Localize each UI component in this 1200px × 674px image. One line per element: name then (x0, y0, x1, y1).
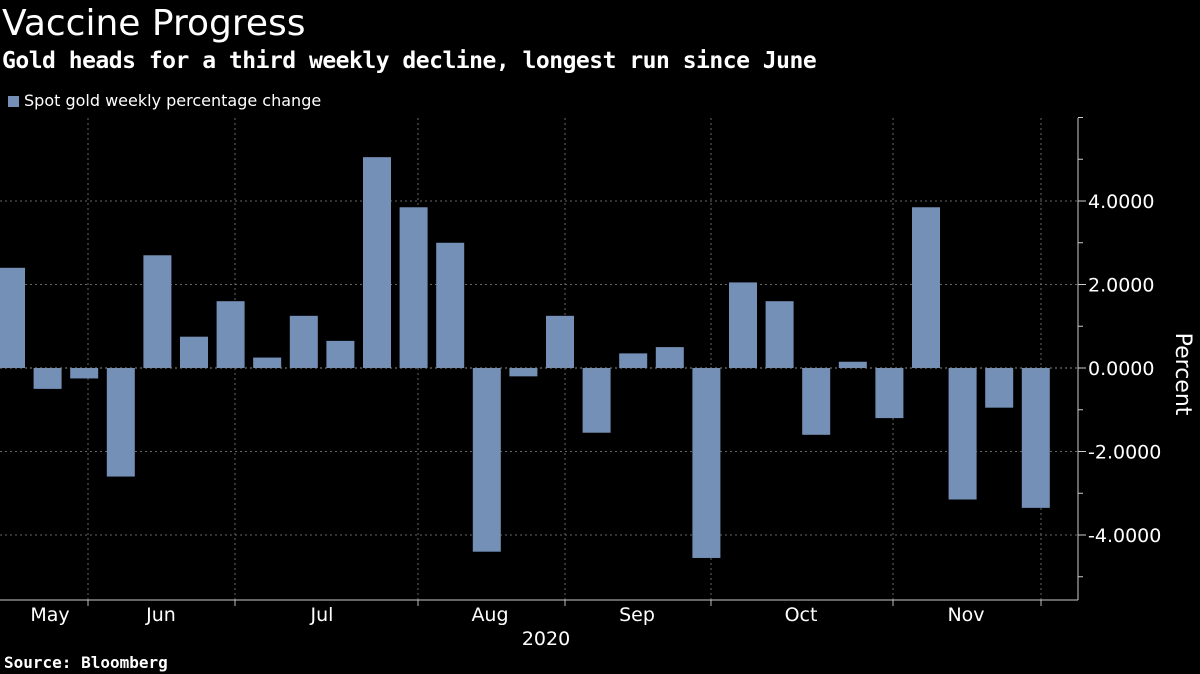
bar (253, 357, 282, 368)
bar (838, 361, 867, 368)
bar (912, 207, 940, 368)
bar (143, 255, 172, 368)
x-year-label: 2020 (522, 628, 570, 650)
y-tick-label: -2.0000 (1088, 442, 1161, 464)
bar (582, 368, 611, 433)
bar (875, 368, 904, 419)
x-tick-label: Oct (785, 604, 818, 626)
bar (619, 353, 648, 368)
bar (33, 368, 62, 389)
y-tick-label: 2.0000 (1088, 275, 1154, 297)
bar (472, 368, 501, 552)
bar (692, 368, 721, 558)
x-tick-label: Jul (310, 604, 334, 626)
bar (985, 368, 1014, 408)
bar (363, 157, 391, 368)
bar (948, 368, 977, 500)
source-note: Source: Bloomberg (4, 653, 168, 672)
x-tick-label: Aug (471, 604, 508, 626)
bar (0, 267, 25, 368)
bar (216, 301, 245, 368)
x-tick-label: Nov (947, 604, 984, 626)
chart-subtitle: Gold heads for a third weekly decline, l… (2, 48, 817, 74)
x-tick-label: May (30, 604, 69, 626)
chart-title: Vaccine Progress (2, 3, 306, 44)
x-tick-label: Jun (145, 604, 176, 626)
bar (802, 368, 831, 435)
bar (765, 301, 794, 368)
y-axis-label: Percent (1170, 333, 1195, 416)
bar (326, 340, 355, 368)
legend-swatch (8, 95, 19, 107)
bar (546, 315, 574, 368)
bar (509, 368, 538, 377)
bar (655, 347, 684, 368)
axes (0, 118, 1079, 601)
bar (1021, 368, 1050, 508)
bar (436, 242, 465, 368)
bar (106, 368, 135, 477)
tick-labels: 4.0000 2.0000 0.0000 -2.0000 -4.0000 May Jun Ju… (30, 117, 1161, 626)
bar (729, 282, 757, 368)
bar (70, 368, 99, 379)
bar (399, 207, 428, 368)
x-tick-label: Sep (619, 604, 655, 626)
y-tick-label: 4.0000 (1088, 191, 1154, 213)
legend-label: Spot gold weekly percentage change (24, 91, 322, 110)
bars (0, 157, 1050, 558)
legend: Spot gold weekly percentage change (8, 90, 321, 112)
y-tick-label: 0.0000 (1088, 358, 1154, 380)
y-tick-label: -4.0000 (1088, 525, 1161, 547)
bar (180, 336, 208, 368)
bar (289, 315, 318, 368)
